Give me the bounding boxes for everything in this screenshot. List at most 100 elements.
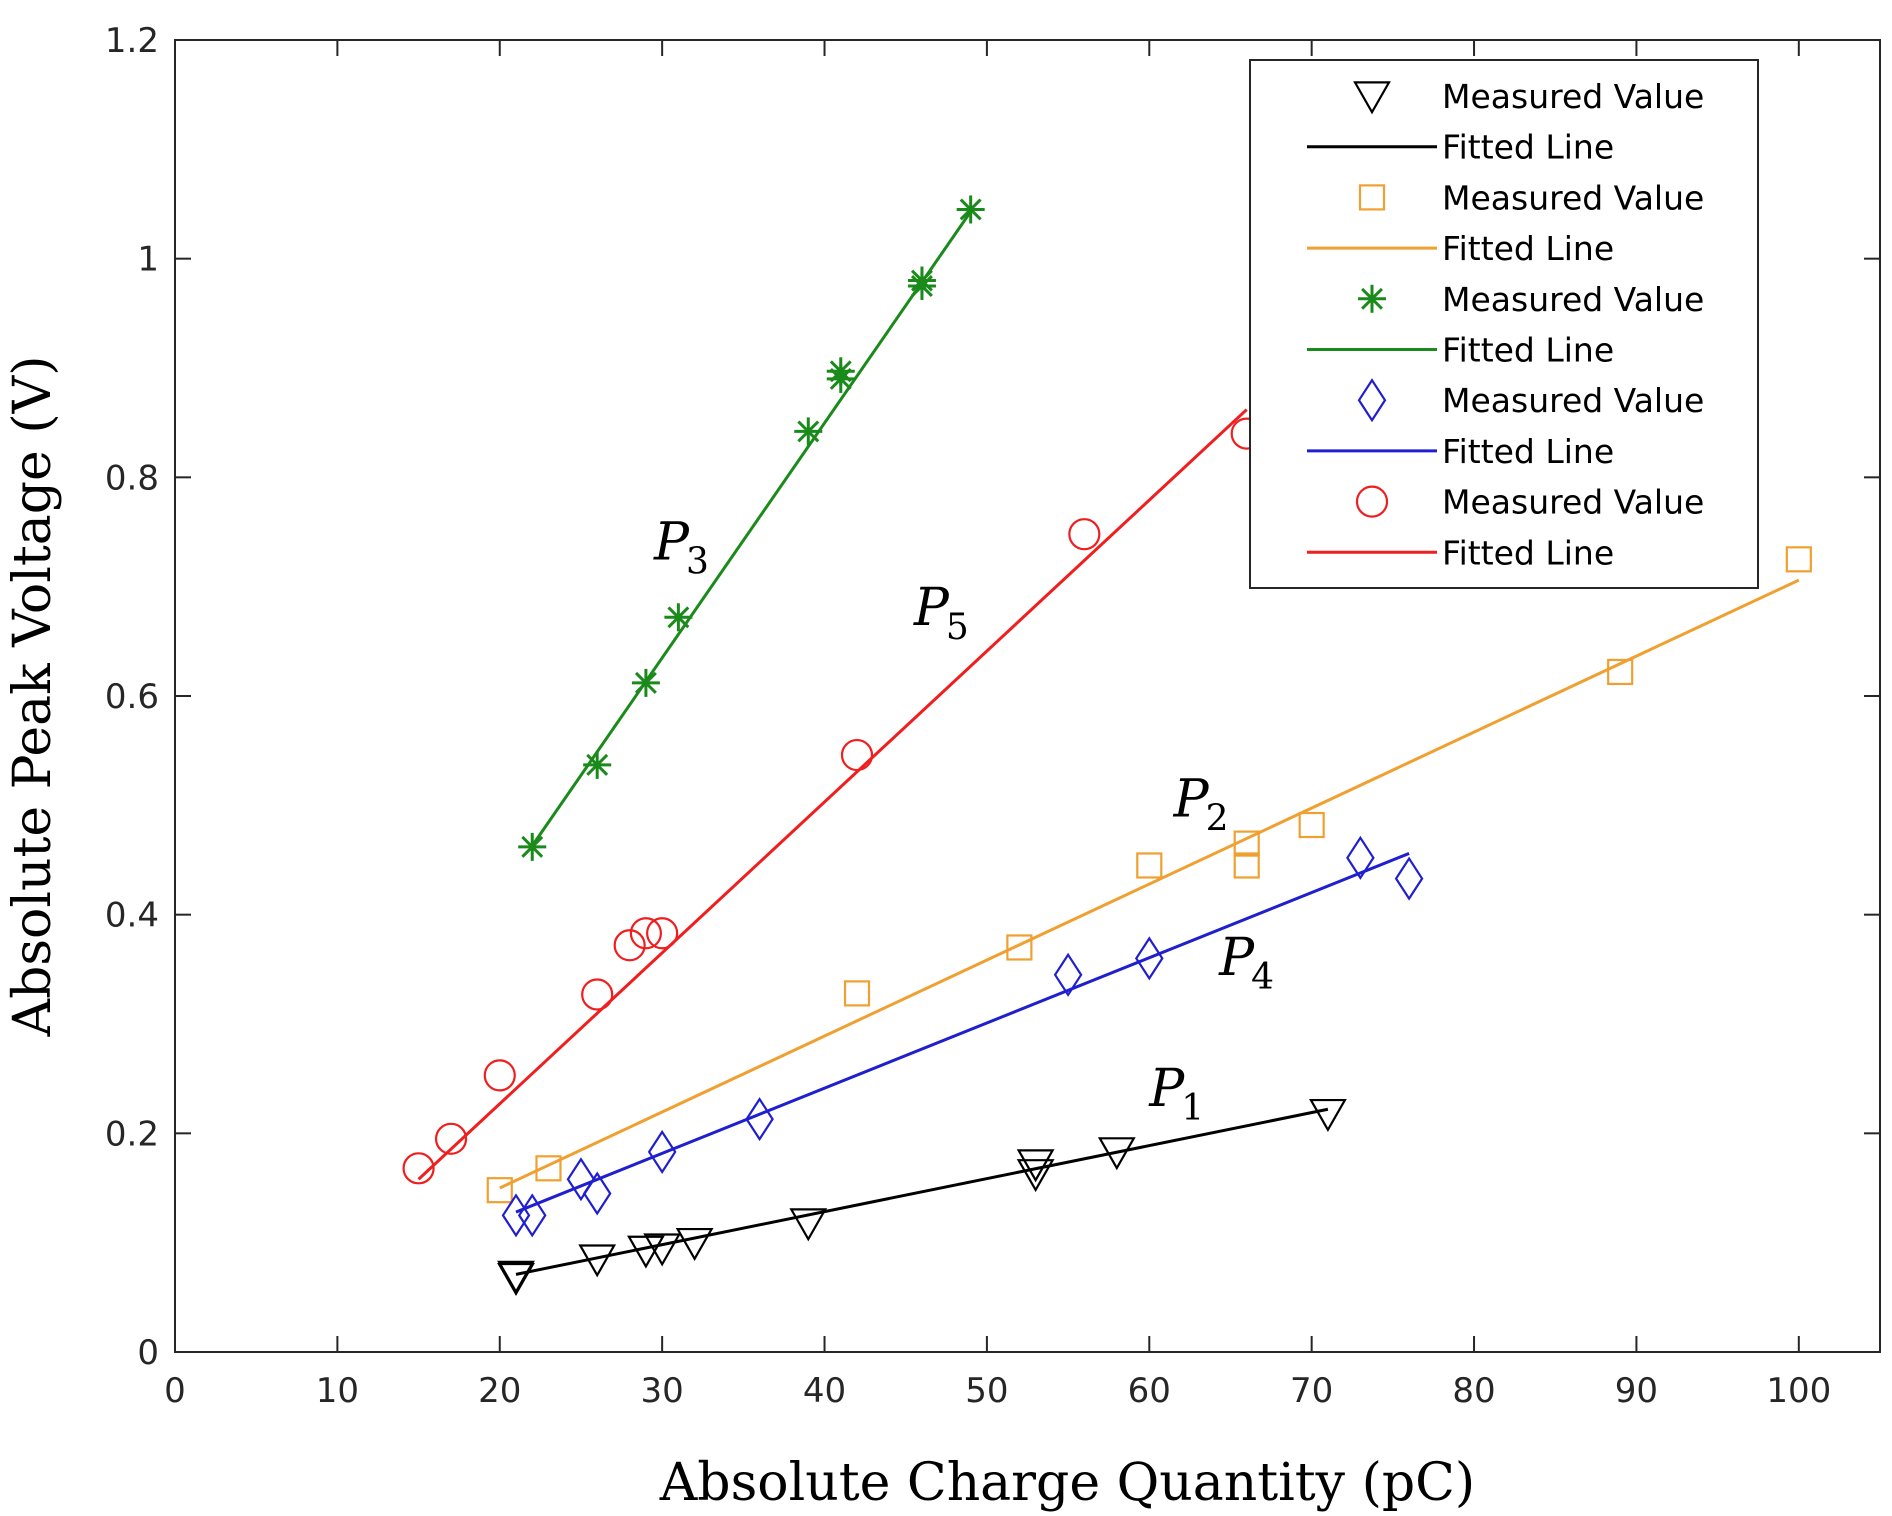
data-point-p5 — [613, 929, 646, 962]
legend: Measured Value Fitted Line Measured Value F… — [1249, 59, 1759, 589]
y-tick-label: 0 — [137, 1333, 159, 1373]
data-point-p1 — [643, 1233, 682, 1267]
data-point-p2 — [1006, 934, 1033, 961]
data-point-p3 — [664, 603, 693, 632]
y-tick-label: 0.8 — [105, 458, 159, 498]
data-point-p4 — [745, 1097, 774, 1142]
data-point-p4 — [1053, 952, 1083, 997]
data-markers — [402, 195, 1812, 1297]
x-tick-label: 50 — [965, 1371, 1008, 1411]
data-point-p2 — [535, 1155, 562, 1182]
legend-marker-p5 — [1355, 485, 1389, 518]
data-point-p1 — [578, 1244, 617, 1278]
data-point-p3 — [826, 357, 855, 386]
data-point-p3 — [907, 266, 936, 295]
x-axis-label: Absolute Charge Quantity (pC) — [659, 1453, 1475, 1513]
legend-label-fitted: Fitted Line — [1442, 533, 1614, 572]
legend-label-fitted: Fitted Line — [1442, 128, 1614, 167]
x-tick-label: 70 — [1290, 1371, 1333, 1411]
fit-line-p4 — [515, 852, 1410, 1214]
data-point-p2 — [486, 1177, 513, 1204]
legend-label-fitted: Fitted Line — [1442, 229, 1614, 268]
x-tick-label: 0 — [164, 1371, 186, 1411]
axes: 0 10 20 30 40 50 60 70 80 90 100 0 0.2 0.4 0.6 0.8 1 1.2 A… — [3, 21, 1881, 1513]
data-point-p5 — [434, 1122, 468, 1155]
x-tick-label: 80 — [1452, 1371, 1495, 1411]
data-point-p1 — [1309, 1098, 1347, 1133]
data-point-p3 — [518, 832, 547, 861]
legend-label-measured: Measured Value — [1442, 77, 1704, 116]
x-tick-label: 10 — [316, 1371, 359, 1411]
x-tick-label: 60 — [1128, 1371, 1171, 1411]
data-point-p3 — [794, 417, 823, 446]
annotation-letter: P — [913, 578, 950, 638]
y-tick-label: 1.2 — [105, 21, 159, 61]
data-point-p4 — [1134, 936, 1164, 981]
asterisk-stroke — [959, 198, 982, 221]
annotation-subscript: 3 — [686, 541, 709, 582]
asterisk-stroke — [910, 269, 933, 292]
annotation-p1: P1 — [1148, 1059, 1204, 1129]
fitted-lines — [417, 210, 1800, 1276]
data-point-p4 — [1346, 835, 1375, 880]
data-point-p2 — [1136, 852, 1163, 879]
annotation-subscript: 4 — [1251, 957, 1274, 998]
data-point-p1 — [497, 1262, 535, 1297]
data-point-p5 — [646, 917, 679, 950]
y-tick-label: 1 — [137, 240, 159, 280]
annotation-p2: P2 — [1173, 769, 1229, 839]
legend-marker-p2 — [1358, 184, 1386, 211]
asterisk-stroke — [1361, 287, 1383, 310]
data-point-p2 — [1607, 658, 1634, 686]
asterisk-stroke — [667, 606, 690, 629]
annotation-letter: P — [1173, 769, 1210, 829]
data-point-p3 — [631, 668, 660, 697]
data-point-p5 — [402, 1152, 435, 1185]
data-point-p2 — [843, 980, 871, 1007]
data-point-p3 — [956, 195, 985, 224]
annotation-subscript: 1 — [1181, 1088, 1204, 1129]
data-point-p4 — [647, 1129, 677, 1174]
data-point-p5 — [629, 917, 663, 950]
data-point-p3 — [583, 750, 612, 779]
data-point-p5 — [840, 738, 874, 772]
data-point-p1 — [789, 1208, 828, 1242]
data-point-p1 — [1097, 1137, 1136, 1171]
asterisk-stroke — [634, 671, 657, 694]
legend-label-measured: Measured Value — [1442, 178, 1704, 217]
data-point-p2 — [1298, 811, 1325, 839]
data-point-p1 — [1016, 1149, 1055, 1183]
data-point-p1 — [675, 1227, 714, 1262]
annotation-p4: P4 — [1218, 928, 1274, 998]
annotation-p3: P3 — [653, 512, 709, 582]
annotation-p5: P5 — [913, 578, 969, 648]
legend-label-measured: Measured Value — [1442, 381, 1704, 420]
data-point-p5 — [483, 1059, 516, 1092]
annotation-letter: P — [653, 512, 690, 572]
legend-label-fitted: Fitted Line — [1442, 432, 1614, 471]
data-point-p4 — [566, 1157, 596, 1202]
data-point-p1 — [1016, 1159, 1055, 1193]
data-point-p4 — [582, 1171, 612, 1216]
data-point-p4 — [1394, 856, 1424, 901]
asterisk-stroke — [586, 753, 609, 776]
annotation-letter: P — [1218, 928, 1255, 988]
y-tick-label: 0.4 — [105, 896, 159, 936]
fit-line-p5 — [417, 408, 1248, 1181]
legend-label-measured: Measured Value — [1442, 483, 1704, 522]
fit-line-p2 — [499, 578, 1800, 1190]
x-tick-label: 40 — [803, 1371, 846, 1411]
asterisk-stroke — [797, 420, 820, 443]
data-point-p5 — [581, 978, 614, 1011]
legend-label-measured: Measured Value — [1442, 280, 1704, 319]
annotation-letter: P — [1148, 1059, 1185, 1119]
annotation-subscript: 2 — [1206, 798, 1229, 839]
y-tick-label: 0.6 — [105, 677, 159, 717]
data-point-p4 — [517, 1193, 547, 1238]
legend-label-fitted: Fitted Line — [1442, 331, 1614, 370]
data-point-p2 — [1233, 852, 1260, 879]
data-point-p2 — [1785, 546, 1812, 573]
data-point-p2 — [1233, 830, 1260, 857]
